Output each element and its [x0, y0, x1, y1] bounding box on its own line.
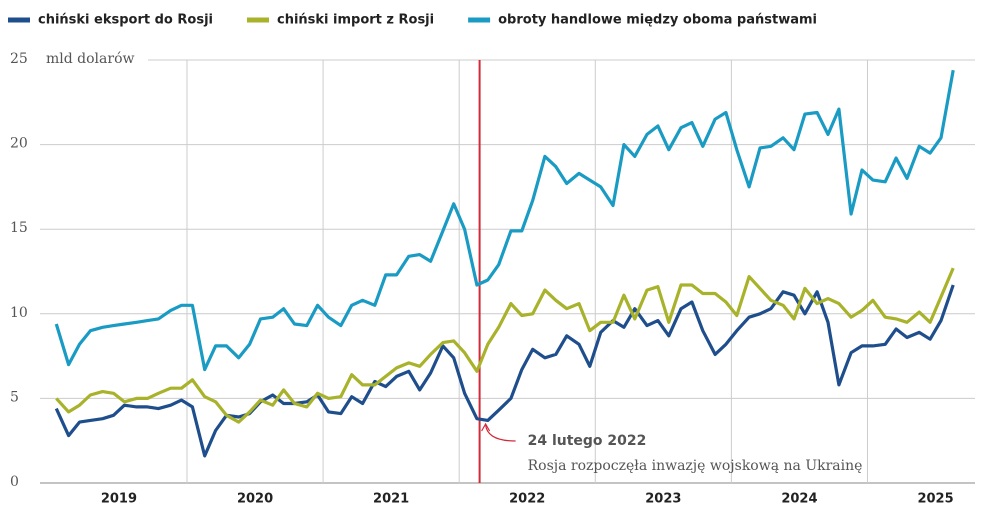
- annotation-arrowhead: [481, 422, 491, 432]
- x-tick-label: 2019: [101, 492, 137, 507]
- y-tick-label: 15: [10, 220, 28, 236]
- legend-label: obroty handlowe między oboma państwami: [498, 13, 817, 28]
- legend-label: chiński import z Rosji: [277, 13, 434, 28]
- y-tick-label: 20: [10, 136, 28, 152]
- annotation-text: Rosja rozpoczęła inwazję wojskową na Ukr…: [528, 458, 863, 474]
- legend-label: chiński eksport do Rosji: [38, 13, 213, 28]
- x-tick-label: 2024: [781, 492, 817, 507]
- annotation-arrow: [485, 424, 516, 442]
- x-tick-label: 2025: [917, 492, 953, 507]
- x-tick-label: 2021: [373, 492, 409, 507]
- series-line: [54, 284, 955, 458]
- y-axis-label: mld dolarów: [46, 51, 135, 67]
- series-line: [55, 267, 955, 424]
- x-tick-label: 2023: [645, 492, 681, 507]
- annotation-title: 24 lutego 2022: [528, 433, 647, 449]
- y-tick-label: 0: [10, 474, 19, 490]
- y-tick-label: 25: [10, 51, 28, 67]
- y-tick-label: 10: [10, 305, 28, 321]
- series-line: [54, 69, 955, 372]
- x-tick-label: 2020: [237, 492, 273, 507]
- x-tick-label: 2022: [509, 492, 545, 507]
- y-tick-label: 5: [10, 389, 19, 405]
